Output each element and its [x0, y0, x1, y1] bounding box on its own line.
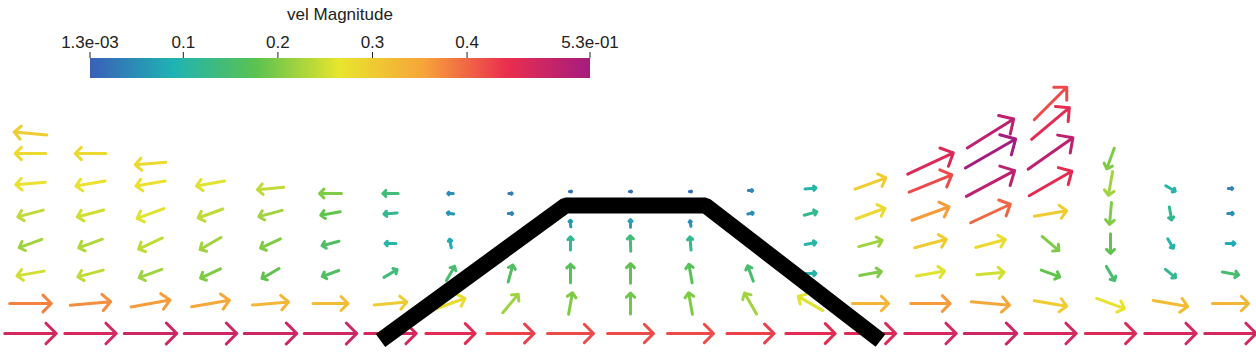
svg-text:0.3: 0.3: [361, 33, 385, 52]
svg-text:0.1: 0.1: [172, 33, 196, 52]
svg-text:vel Magnitude: vel Magnitude: [287, 5, 393, 24]
svg-text:0.4: 0.4: [455, 33, 479, 52]
svg-text:0.2: 0.2: [266, 33, 290, 52]
svg-text:5.3e-01: 5.3e-01: [561, 33, 619, 52]
svg-text:1.3e-03: 1.3e-03: [61, 33, 119, 52]
